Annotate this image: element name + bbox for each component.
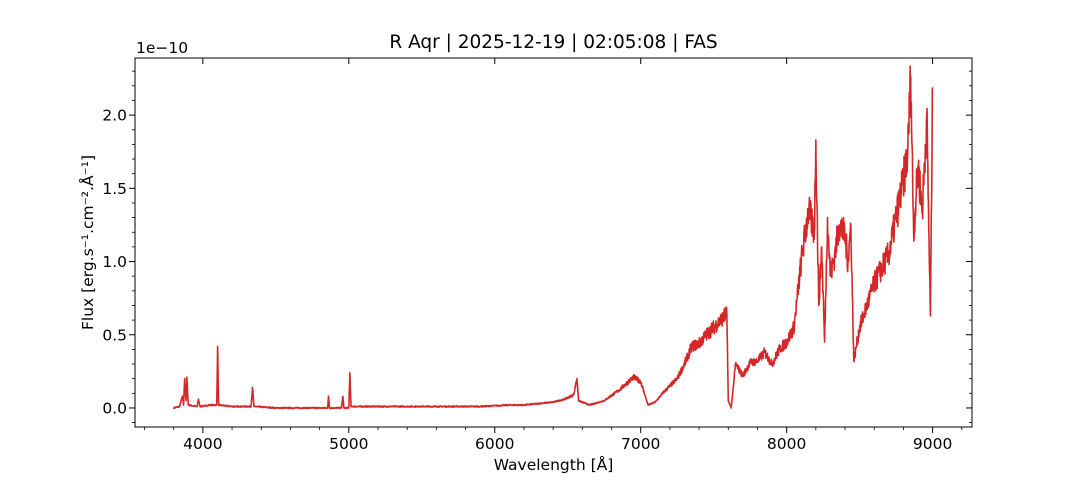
y-axis-label: Flux [erg.s⁻¹.cm⁻².Å⁻¹]: [78, 155, 97, 330]
spectrum-series-line-0: [172, 65, 934, 410]
x-tick-label: 5000: [329, 435, 368, 453]
x-tick-label: 7000: [621, 435, 660, 453]
chart-title: R Aqr | 2025-12-19 | 02:05:08 | FAS: [389, 32, 717, 53]
x-axis-label: Wavelength [Å]: [494, 455, 614, 474]
y-tick-label: 1.5: [102, 180, 127, 198]
x-tick-label: 8000: [767, 435, 806, 453]
x-tick-label: 9000: [913, 435, 952, 453]
y-tick-label: 0.5: [102, 326, 127, 344]
axis-ticks: 4000 5000 6000 7000 8000 9000 0.0 0.5 1.0 1.5 2.0: [102, 58, 972, 453]
y-tick-label: 1.0: [102, 253, 127, 271]
y-tick-label: 2.0: [102, 107, 127, 125]
y-offset-label: 1e−10: [136, 39, 188, 57]
y-tick-label: 0.0: [102, 399, 127, 417]
x-tick-label: 6000: [475, 435, 514, 453]
x-tick-label: 4000: [183, 435, 222, 453]
